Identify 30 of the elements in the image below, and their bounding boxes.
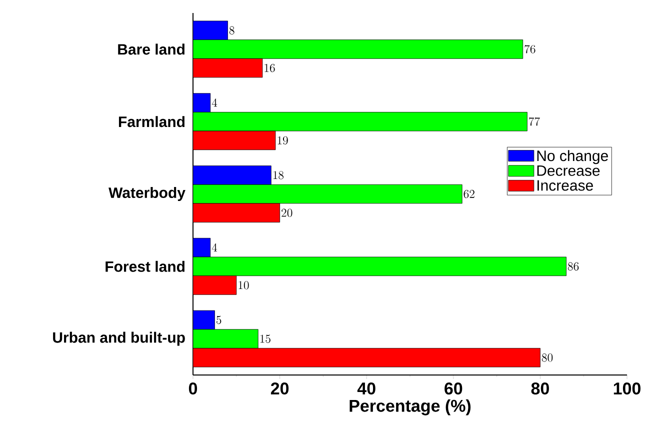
data-label: 16 <box>264 64 275 72</box>
y-tick-label: Forest land <box>106 260 184 272</box>
x-tick-label: 20 <box>270 382 289 395</box>
data-label: 76 <box>524 44 536 54</box>
x-tick-label: 80 <box>531 382 549 395</box>
x-tick-label: 100 <box>614 382 640 395</box>
legend-label: Decrease <box>537 165 600 176</box>
data-label: 4 <box>212 243 218 252</box>
data-label: 80 <box>542 354 553 362</box>
y-tick-label: Bare land <box>118 44 184 55</box>
x-tick-label: 0 <box>188 382 198 395</box>
data-label: 19 <box>278 136 288 145</box>
data-label: 20 <box>282 208 292 217</box>
y-tick-label: Waterbody <box>108 187 186 201</box>
x-tick-label: 40 <box>357 382 376 395</box>
legend-label: Increase <box>538 180 593 191</box>
y-tick-label: Urban and built-up <box>53 332 185 346</box>
data-label: 86 <box>568 262 579 270</box>
data-label: 15 <box>260 334 270 343</box>
data-label: 18 <box>273 171 284 180</box>
legend-label: No change <box>537 150 608 164</box>
x-axis-title: Percentage (%) <box>350 399 471 416</box>
data-label: 5 <box>216 316 222 324</box>
data-label: 4 <box>212 98 218 107</box>
data-label: 62 <box>464 190 474 198</box>
data-label: 77 <box>529 117 540 126</box>
data-label: 8 <box>229 26 234 34</box>
y-tick-label: Farmland <box>118 116 184 128</box>
data-label: 10 <box>238 281 249 290</box>
x-tick-label: 60 <box>444 382 462 395</box>
